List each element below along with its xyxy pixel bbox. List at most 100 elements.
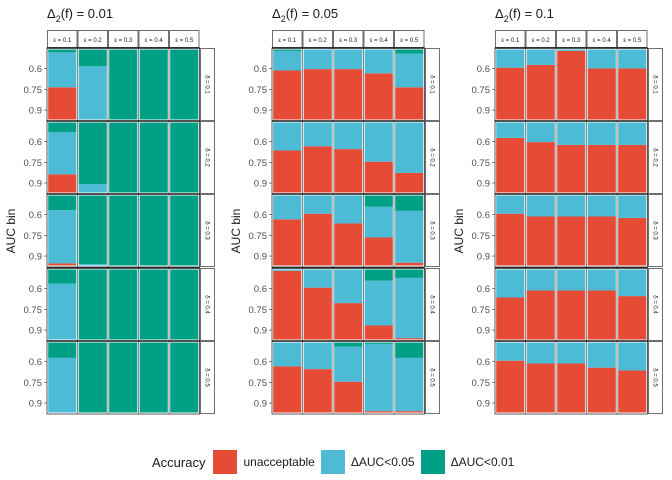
- bar-segment-dauc-001: [78, 122, 107, 185]
- column-strip-label: ε = 0.4: [145, 38, 164, 44]
- bar-segment-dauc-001: [170, 122, 199, 193]
- y-tick-label: 0.6: [254, 64, 267, 75]
- y-tick-label: 0.9: [29, 399, 42, 410]
- row-strip: [648, 194, 663, 267]
- row-strip-label: δ = 0.5: [429, 368, 435, 387]
- bar-segment-dauc-001: [109, 49, 138, 120]
- bar-segment-unacceptable: [526, 363, 555, 413]
- bar-segment-dauc-005: [273, 122, 302, 151]
- y-tick-label: 0.9: [477, 106, 490, 117]
- bar-segment-dauc-005: [303, 269, 332, 288]
- row-strip-label: δ = 0.1: [652, 75, 658, 94]
- bar-segment-dauc-005: [526, 342, 555, 364]
- y-tick-label: 0.75: [472, 378, 491, 389]
- bar-segment-unacceptable: [618, 296, 647, 340]
- facet-title-subscript: 2: [281, 14, 286, 24]
- bar-segment-unacceptable: [587, 144, 616, 193]
- y-tick-label: 0.75: [24, 305, 43, 316]
- bar-segment-dauc-005: [557, 122, 586, 145]
- bar-segment-dauc-005: [364, 206, 393, 238]
- y-axis-label: AUC bin: [452, 209, 466, 254]
- bar-segment-unacceptable: [395, 338, 424, 340]
- facet-title: Δ2(f) = 0.1: [495, 6, 554, 24]
- bar-segment-dauc-001: [109, 195, 138, 266]
- column-strip-label: ε = 0.4: [370, 38, 389, 44]
- bar-segment-dauc-001: [48, 122, 77, 133]
- bar-segment-unacceptable: [618, 68, 647, 120]
- y-axis-label: AUC bin: [4, 209, 18, 254]
- bar-segment-unacceptable: [273, 270, 302, 340]
- bar-segment-dauc-005: [557, 195, 586, 217]
- bar-segment-unacceptable: [303, 287, 332, 340]
- row-strip: [425, 48, 440, 121]
- y-tick-label: 0.75: [24, 85, 43, 96]
- y-tick-label: 0.75: [249, 231, 268, 242]
- row-strip: [425, 194, 440, 267]
- column-strip-label: ε = 0.5: [623, 38, 642, 44]
- y-tick-label: 0.75: [472, 158, 491, 169]
- row-strip-label: δ = 0.3: [429, 221, 435, 240]
- bar-segment-unacceptable: [303, 369, 332, 413]
- bar-segment-unacceptable: [618, 370, 647, 413]
- bar-segment-dauc-005: [78, 184, 107, 193]
- bar-segment-dauc-001: [109, 269, 138, 340]
- legend-title: Accuracy: [152, 454, 206, 470]
- facet-title-symbol: Δ: [47, 6, 56, 21]
- row-strip: [648, 341, 663, 414]
- bar-segment-unacceptable: [395, 87, 424, 120]
- bar-segment-unacceptable: [587, 290, 616, 340]
- column-strip-label: ε = 0.1: [278, 38, 297, 44]
- bar-segment-dauc-005: [526, 122, 555, 143]
- bar-segment-unacceptable: [364, 325, 393, 340]
- bar-segment-unacceptable: [334, 69, 363, 120]
- legend-swatch-dauc-001: [420, 450, 445, 474]
- bar-segment-unacceptable: [496, 360, 525, 413]
- y-tick-label: 0.6: [254, 357, 267, 368]
- y-tick-label: 0.6: [254, 284, 267, 295]
- row-strip-label: δ = 0.4: [204, 295, 210, 314]
- row-strip: [648, 48, 663, 121]
- y-tick-label: 0.6: [29, 210, 42, 221]
- bar-segment-unacceptable: [526, 64, 555, 120]
- row-strip: [200, 341, 215, 414]
- bar-segment-unacceptable: [526, 216, 555, 266]
- bar-segment-dauc-001: [109, 342, 138, 413]
- bar-segment-dauc-005: [557, 49, 586, 51]
- bar-segment-dauc-005: [618, 122, 647, 145]
- bar-segment-dauc-005: [273, 195, 302, 220]
- y-tick-label: 0.6: [477, 284, 490, 295]
- y-tick-label: 0.6: [29, 357, 42, 368]
- bar-segment-dauc-001: [139, 342, 168, 413]
- bar-segment-dauc-001: [170, 49, 199, 120]
- row-strip: [200, 48, 215, 121]
- y-tick-label: 0.6: [477, 210, 490, 221]
- bar-segment-unacceptable: [48, 263, 77, 266]
- bar-segment-unacceptable: [557, 363, 586, 413]
- bar-segment-unacceptable: [364, 237, 393, 266]
- row-strip-label: δ = 0.4: [652, 295, 658, 314]
- row-strip-label: δ = 0.5: [652, 368, 658, 387]
- y-tick-label: 0.9: [477, 179, 490, 190]
- bar-segment-dauc-005: [526, 195, 555, 217]
- column-strip-label: ε = 0.2: [532, 38, 551, 44]
- bar-segment-dauc-001: [48, 269, 77, 284]
- bar-segment-dauc-001: [364, 269, 393, 281]
- facet-title: Δ2(f) = 0.01: [47, 6, 113, 24]
- bar-segment-dauc-001: [139, 195, 168, 266]
- bar-segment-unacceptable: [557, 144, 586, 193]
- bar-segment-dauc-001: [170, 195, 199, 266]
- bar-segment-dauc-005: [496, 195, 525, 214]
- row-strip-label: δ = 0.2: [204, 148, 210, 167]
- bar-segment-dauc-001: [78, 342, 107, 413]
- bar-segment-dauc-001: [78, 195, 107, 265]
- bar-segment-dauc-005: [618, 195, 647, 218]
- row-strip-label: δ = 0.2: [429, 148, 435, 167]
- bar-segment-unacceptable: [587, 216, 616, 266]
- bar-segment-dauc-005: [48, 283, 77, 340]
- bar-segment-dauc-005: [48, 52, 77, 88]
- bar-segment-unacceptable: [364, 73, 393, 120]
- bar-segment-dauc-005: [78, 264, 107, 266]
- y-tick-label: 0.9: [477, 252, 490, 263]
- bar-segment-dauc-005: [364, 280, 393, 326]
